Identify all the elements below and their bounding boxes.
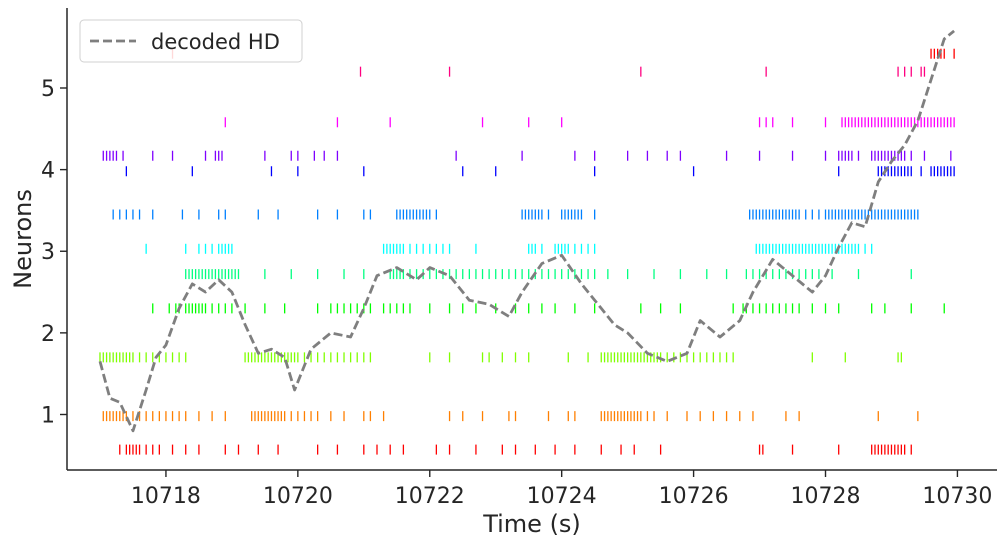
legend-box — [79, 19, 303, 63]
y-tick-label: 2 — [41, 322, 55, 347]
spike-train-neuron-1 — [119, 444, 912, 455]
y-axis-label: Neurons — [9, 189, 37, 289]
decoded-hd-layer — [98, 29, 955, 433]
spike-train-neuron-7 — [112, 209, 919, 220]
series-line-decoded-hd — [98, 29, 955, 433]
spike-trains — [99, 48, 955, 455]
spike-train-neuron-9 — [102, 150, 952, 161]
x-tick-label: 10720 — [263, 484, 333, 509]
x-tick-label: 10722 — [395, 484, 465, 509]
spike-train-neuron-4 — [152, 303, 945, 314]
axes: 10718 10720 10722 10724 10726 10728 10730 1 2 3 4 5 — [41, 8, 997, 509]
spike-train-neuron-6 — [145, 243, 873, 254]
x-tick-label: 10718 — [131, 484, 201, 509]
x-axis-label: Time (s) — [482, 510, 581, 538]
x-tick-label: 10728 — [791, 484, 861, 509]
spike-train-neuron-8 — [125, 166, 955, 177]
x-tick-label: 10730 — [922, 484, 992, 509]
spike-train-neuron-2 — [102, 411, 919, 422]
legend: decoded HD — [79, 19, 303, 63]
spike-train-neuron-10 — [224, 117, 955, 128]
x-tick-label: 10724 — [527, 484, 597, 509]
y-tick-label: 3 — [41, 240, 55, 265]
y-tick-label: 4 — [41, 159, 55, 184]
spike-train-neuron-3 — [99, 352, 903, 363]
y-tick-label: 1 — [41, 403, 55, 428]
legend-label-decoded-hd: decoded HD — [151, 30, 280, 54]
spike-train-neuron-11 — [359, 66, 926, 77]
y-tick-label: 5 — [41, 77, 55, 102]
x-tick-label: 10726 — [659, 484, 729, 509]
